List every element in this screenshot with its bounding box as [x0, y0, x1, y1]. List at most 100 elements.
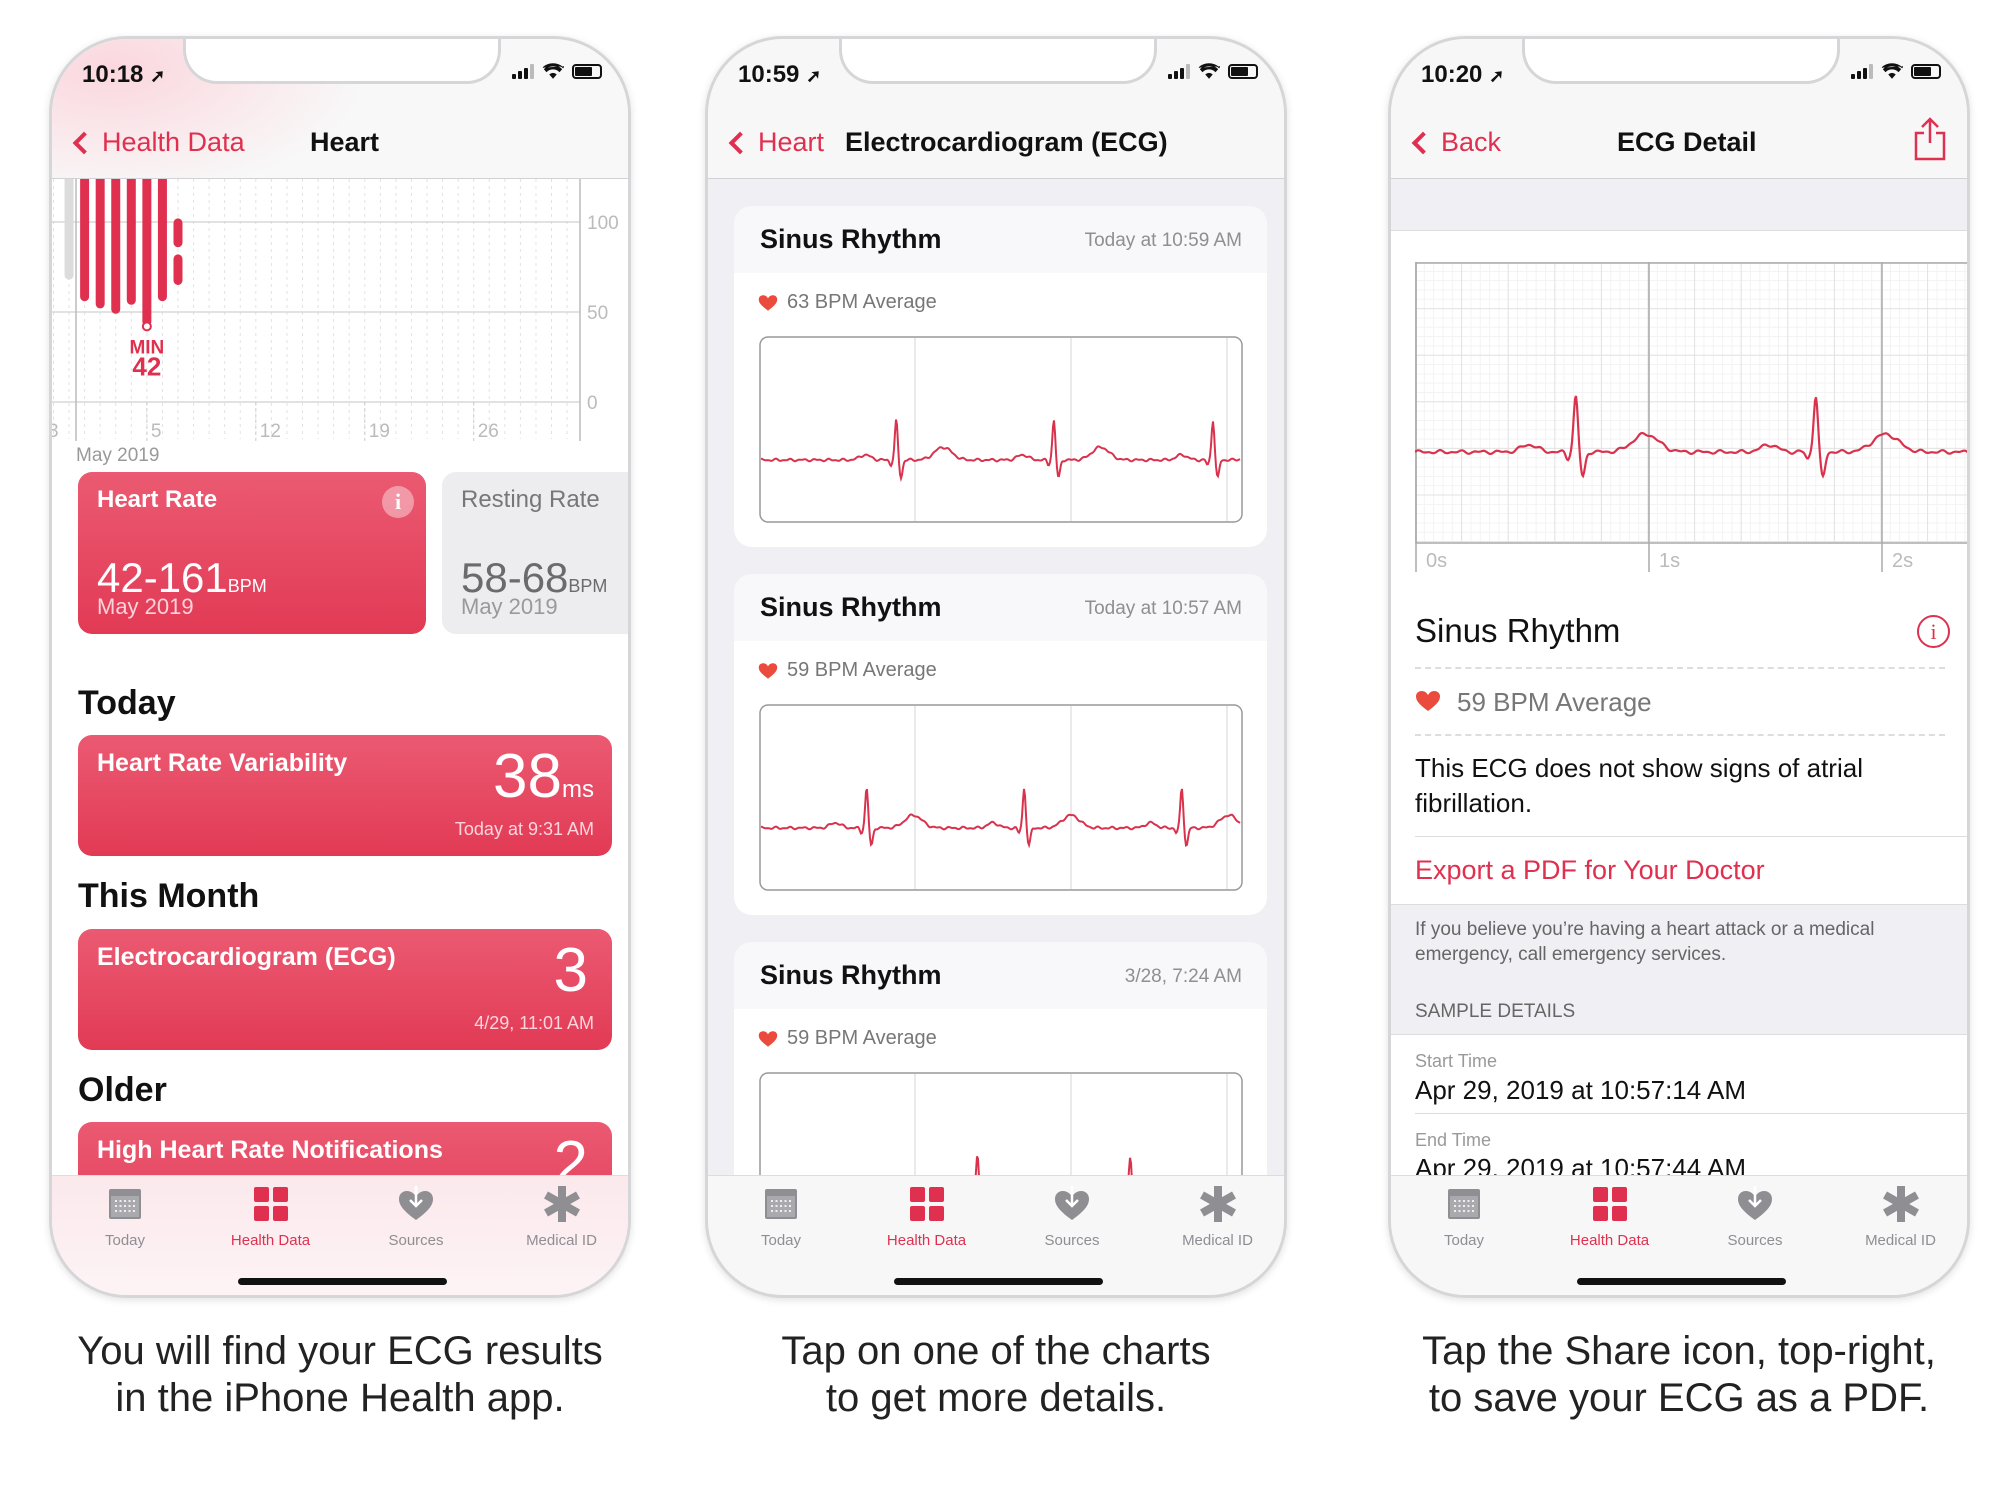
heart-rate-card[interactable]: Heart Rate i 42-161BPM May 2019 [78, 472, 426, 634]
tab-health-data[interactable]: Health Data [198, 1184, 344, 1249]
ecg-recording-card[interactable]: Sinus Rhythm Today at 10:57 AM 59 BPM Av… [734, 574, 1267, 915]
heart-rate-range-bar[interactable] [80, 179, 90, 302]
tab-sources[interactable]: Sources [343, 1184, 489, 1249]
home-indicator[interactable] [894, 1278, 1103, 1285]
ecg-thumbnail-chart[interactable] [759, 336, 1243, 523]
tab-today[interactable]: Today [52, 1184, 198, 1249]
x-tick-label: 0s [1426, 550, 1447, 572]
hrv-number: 38 [493, 742, 562, 811]
status-time: 10:18 ➚ [82, 61, 165, 89]
ecg-card-time: 4/29, 11:01 AM [474, 1013, 594, 1033]
info-icon[interactable]: i [382, 486, 414, 518]
min-label: MIN [129, 337, 164, 358]
heart-rate-card-title: Heart Rate [97, 486, 218, 513]
back-button[interactable]: Heart [724, 127, 824, 158]
back-label: Back [1441, 127, 1502, 157]
ecg-thumbnail-chart[interactable] [759, 704, 1243, 891]
y-tick-label: 0 [587, 393, 598, 414]
ecg-detail-chart[interactable]: 0s 1s 2s [1415, 262, 1970, 574]
resting-rate-card[interactable]: Resting Rate 58-68BPM May 2019 [442, 472, 628, 634]
classification-title: Sinus Rhythm [1415, 612, 1621, 649]
tab-health-data[interactable]: Health Data [854, 1184, 1000, 1249]
battery-icon [572, 63, 602, 79]
resting-card-title: Resting Rate [461, 486, 600, 513]
asterisk-icon [1198, 1184, 1238, 1224]
phone-ecg-detail-screen: 10:20 ➚ Back ECG Detail 0s 1s 2s Sinus Rhy… [1388, 36, 1970, 1298]
resting-unit: BPM [568, 576, 608, 596]
hrv-value: 38ms [493, 741, 594, 812]
status-icons [512, 63, 602, 79]
tab-bar: Today Health Data Sources Medical ID [708, 1175, 1284, 1295]
tab-medical-id[interactable]: Medical ID [1145, 1184, 1285, 1249]
x-tick-label: 19 [369, 421, 390, 442]
ecg-card-header: Sinus Rhythm Today at 10:59 AM [734, 206, 1267, 273]
resting-range: 58-68 [461, 554, 569, 601]
emergency-text: If you believe you’re having a heart att… [1415, 919, 1875, 965]
chart-frame [759, 704, 1243, 891]
notch [839, 39, 1157, 84]
heart-icon [758, 295, 778, 311]
heart-rate-range-bar[interactable] [157, 179, 167, 302]
heart-rate-range-bar[interactable] [111, 179, 121, 314]
chart-month-label: May 2019 [76, 445, 160, 466]
min-value: 42 [132, 351, 161, 381]
caption-line: to save your ECG as a PDF. [1428, 1376, 1930, 1420]
tab-health-data[interactable]: Health Data [1537, 1184, 1683, 1249]
asterisk-icon [1881, 1184, 1921, 1224]
caption-1: You will find your ECG results in the iPh… [0, 1328, 690, 1422]
ecg-card[interactable]: Electrocardiogram (ECG) 3 4/29, 11:01 AM [78, 929, 612, 1050]
tab-today[interactable]: Today [708, 1184, 854, 1249]
page-title: Heart [310, 127, 380, 157]
battery-icon [1228, 63, 1258, 79]
hrv-card[interactable]: Heart Rate Variability 38ms Today at 9:3… [78, 735, 612, 856]
tab-medical-id[interactable]: Medical ID [489, 1184, 629, 1249]
heart-icon [1416, 691, 1440, 711]
section-header-this-month: This Month [78, 877, 260, 915]
status-icons [1168, 63, 1258, 79]
heart-rate-range-bar[interactable] [95, 179, 105, 309]
heart-rate-range-bar[interactable] [142, 179, 152, 327]
tab-label: Today [760, 1232, 802, 1249]
heart-rate-value: 42-161BPM [97, 554, 267, 602]
signal-icon [1168, 63, 1190, 79]
status-icons [1851, 63, 1941, 79]
info-icon[interactable]: i [1917, 615, 1950, 648]
ecg-count: 3 [553, 936, 588, 1005]
x-tick-label: 5 [151, 421, 162, 442]
home-indicator[interactable] [1577, 1278, 1786, 1285]
tab-label: Health Data [886, 1232, 967, 1249]
tab-sources[interactable]: Sources [1682, 1184, 1828, 1249]
sample-details-header: SAMPLE DETAILS [1415, 1001, 1576, 1022]
hrv-unit: ms [562, 776, 594, 803]
bpm-average: 59 BPM Average [1457, 687, 1652, 717]
battery-icon [1911, 63, 1941, 79]
tab-sources[interactable]: Sources [999, 1184, 1145, 1249]
export-pdf-link[interactable]: Export a PDF for Your Doctor [1415, 855, 1765, 885]
divider [1415, 734, 1945, 736]
caption-line: Tap on one of the charts [781, 1329, 1211, 1373]
back-button[interactable]: Back [1407, 127, 1501, 158]
calendar-icon [105, 1184, 145, 1224]
back-button[interactable]: Health Data [68, 127, 245, 158]
heart-rate-period: May 2019 [97, 594, 194, 619]
caption-3: Tap the Share icon, top-right, to save yo… [1329, 1328, 2000, 1422]
classification: Sinus Rhythm [760, 592, 942, 622]
heart-rate-range-bar[interactable] [173, 254, 183, 285]
status-time-text: 10:18 [82, 61, 144, 88]
tab-label: Medical ID [526, 1232, 597, 1249]
heart-rate-range-bar[interactable] [173, 218, 183, 248]
share-icon[interactable] [1913, 117, 1947, 161]
tab-medical-id[interactable]: Medical ID [1828, 1184, 1968, 1249]
resting-value: 58-68BPM [461, 554, 607, 602]
home-indicator[interactable] [238, 1278, 447, 1285]
tab-today[interactable]: Today [1391, 1184, 1537, 1249]
heart-rate-range-bar[interactable] [64, 179, 74, 280]
back-label: Heart [758, 127, 825, 157]
start-time-value: Apr 29, 2019 at 10:57:14 AM [1415, 1075, 1747, 1105]
page-title: ECG Detail [1617, 127, 1757, 157]
heart-rate-range-bar[interactable] [126, 179, 136, 305]
tab-label: Sources [1727, 1232, 1783, 1249]
ecg-recording-card[interactable]: Sinus Rhythm Today at 10:59 AM 63 BPM Av… [734, 206, 1267, 547]
hrv-title: Heart Rate Variability [97, 749, 348, 777]
